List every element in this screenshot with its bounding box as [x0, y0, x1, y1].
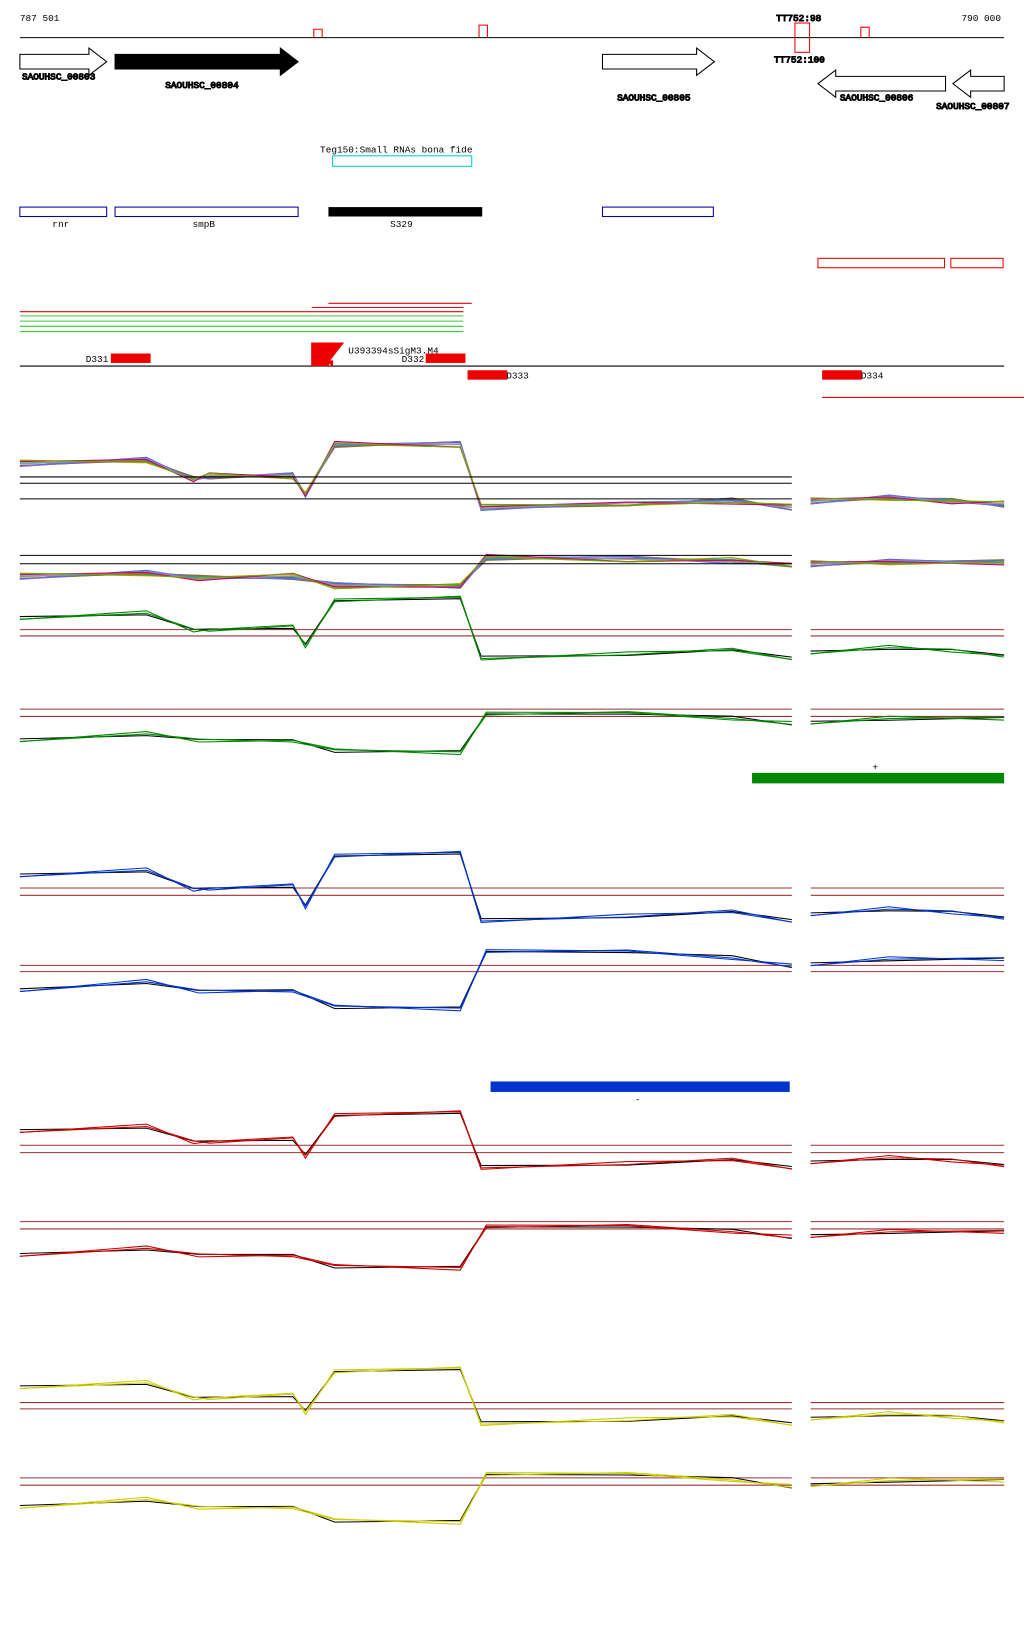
trace [810, 644, 1005, 657]
trace [810, 1228, 1005, 1239]
trace [810, 910, 1005, 918]
trace [19, 443, 792, 509]
trace [810, 560, 1005, 565]
feature-label: D331 [86, 354, 109, 365]
gene-label: SAOUHSC_00803 [22, 71, 96, 82]
trace [19, 851, 792, 924]
trace [810, 494, 1005, 507]
trace [19, 850, 792, 923]
trace [19, 853, 792, 921]
ruler: 787 501 790 000 [20, 13, 1005, 53]
ruler-end: 790 000 [961, 13, 1001, 24]
terminator-label: TT752:100 [774, 55, 825, 66]
trace [19, 441, 792, 511]
trace [19, 1471, 792, 1523]
trace [19, 1224, 792, 1271]
trace [19, 1369, 792, 1424]
trace [19, 1111, 792, 1170]
trace [19, 443, 792, 507]
trace [810, 1477, 1005, 1488]
strand-bar [752, 772, 1005, 784]
srna-label: rnr [52, 219, 69, 230]
trace [810, 1478, 1005, 1487]
gene-label: SAOUHSC_00806 [840, 92, 914, 103]
trace [19, 441, 792, 511]
trace [19, 598, 792, 658]
gene-label: SAOUHSC_00807 [936, 101, 1009, 112]
trace [19, 440, 792, 511]
trace [19, 1226, 792, 1269]
trace [810, 906, 1005, 919]
terminator-label: TT752:98 [776, 13, 822, 24]
trace [810, 559, 1005, 568]
trace [19, 1366, 792, 1426]
feature-label: D334 [861, 371, 884, 382]
trace [19, 441, 792, 507]
trace [810, 1229, 1005, 1238]
trace [19, 949, 792, 1009]
ruler-start: 787 501 [20, 13, 60, 24]
trace [19, 1367, 792, 1427]
feature-label: D333 [506, 371, 529, 382]
trace [19, 440, 792, 508]
gene-label: SAOUHSC_00804 [165, 80, 239, 91]
trace [810, 1411, 1005, 1422]
trace [19, 949, 792, 1012]
genes: SAOUHSC_00803 SAOUHSC_00804 SAOUHSC_0080… [19, 12, 1010, 112]
strand-bar [490, 1081, 790, 1092]
trace [19, 1224, 792, 1268]
trace [19, 441, 792, 511]
strand-label: - [635, 1094, 641, 1105]
trace [19, 713, 792, 753]
trace [19, 442, 792, 506]
feature-track: D331 U393394sSigM3.M4 D332 D333 D334 [19, 302, 1024, 398]
trace [19, 443, 792, 508]
trace [19, 1112, 792, 1167]
srna-label: Teg150:Small RNAs bona fide [320, 145, 473, 156]
trace [19, 595, 792, 661]
srna-track: Teg150:Small RNAs bona fide rnr smpB S32… [19, 145, 1004, 269]
trace [19, 711, 792, 756]
feature-label: D332 [402, 354, 425, 365]
gene-label: SAOUHSC_00805 [617, 92, 691, 103]
srna-label: smpB [192, 219, 215, 230]
trace [810, 497, 1005, 503]
strand-label: + [872, 762, 878, 773]
trace [19, 1110, 792, 1170]
trace [19, 596, 792, 661]
srna-label: S329 [390, 219, 413, 230]
trace [810, 716, 1005, 725]
trace [810, 715, 1005, 725]
feature-label: U393394sSigM3.M4 [348, 346, 439, 357]
trace [19, 711, 792, 753]
trace [19, 1472, 792, 1525]
trace [810, 956, 1005, 967]
expression-traces [19, 440, 1005, 1525]
trace [810, 560, 1005, 565]
trace [810, 1154, 1005, 1166]
trace [810, 957, 1005, 967]
trace [19, 555, 792, 590]
